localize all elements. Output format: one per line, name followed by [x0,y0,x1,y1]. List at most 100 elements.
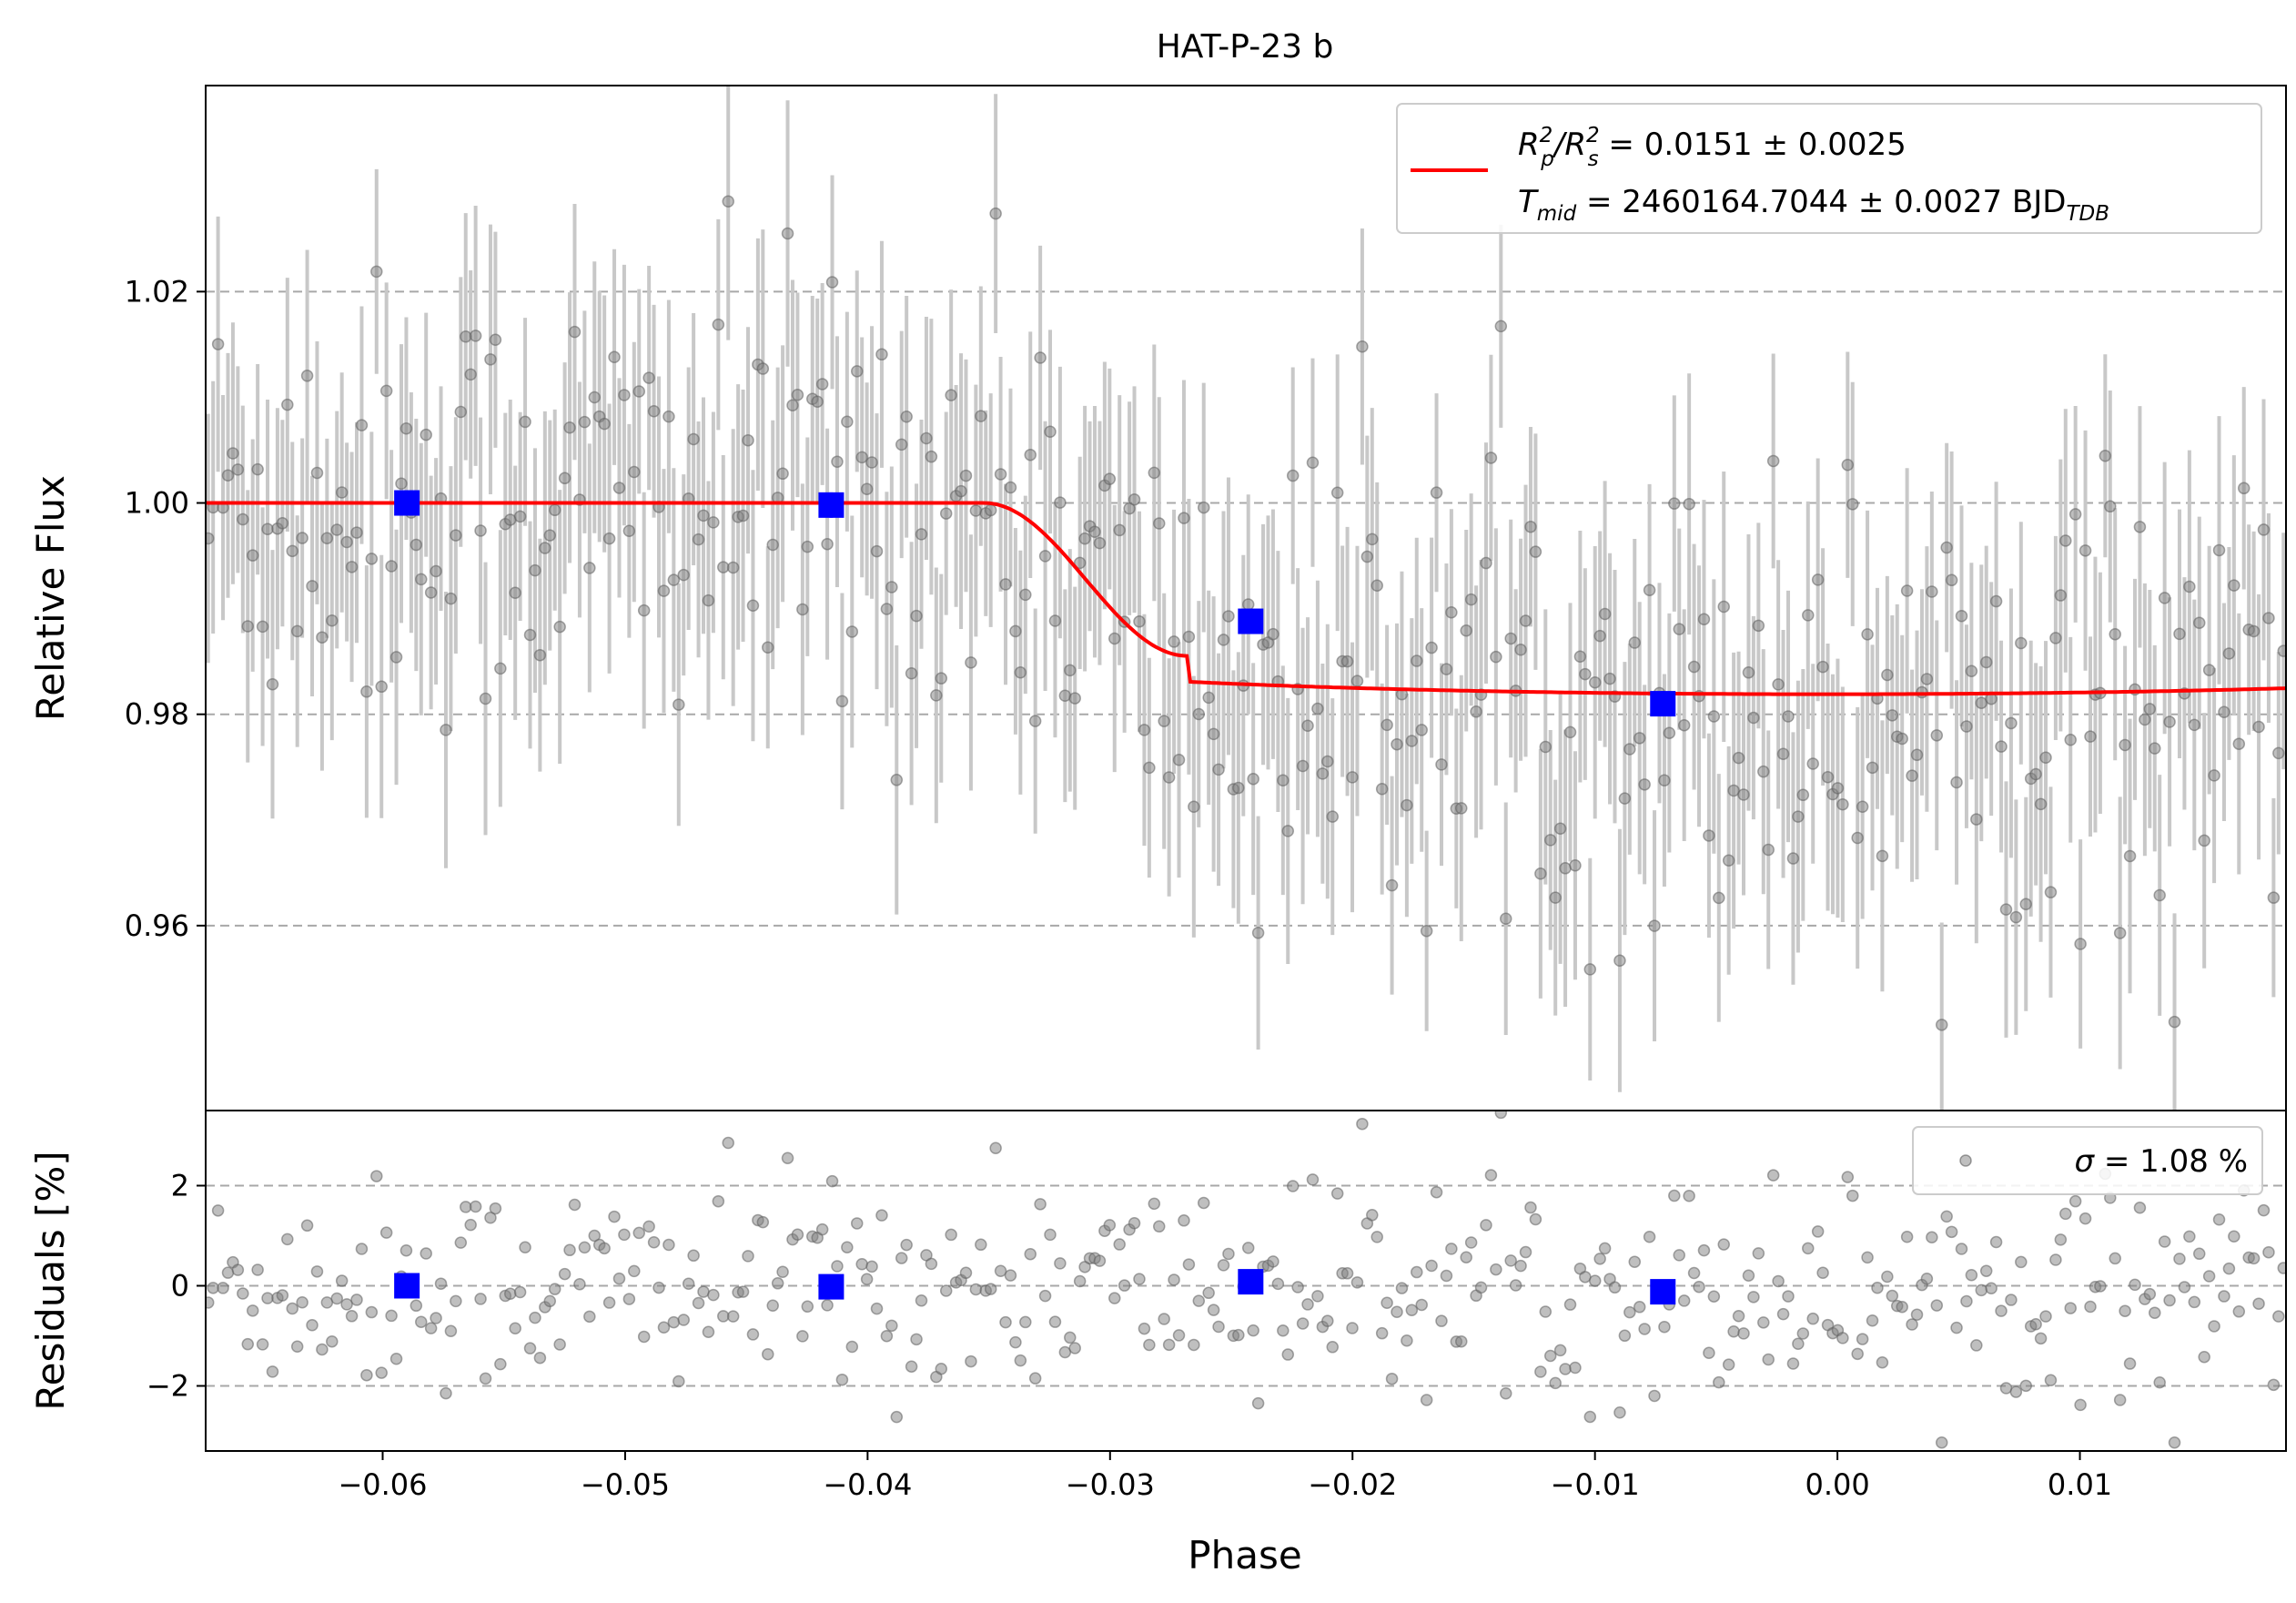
residual-point [860,1273,874,1286]
residual-point [2173,1253,2186,1265]
flux-point [1034,351,1047,364]
residual-point [821,1299,834,1312]
flux-point [415,573,428,586]
residual-point [1113,1238,1126,1251]
residual-point [835,1373,849,1386]
flux-point [608,350,621,364]
residual-point [326,1334,339,1348]
residual-point [310,1265,324,1278]
residual-binned-point [394,1273,420,1299]
flux-point [1153,517,1166,530]
flux-point [1435,758,1448,771]
flux-point [2262,612,2275,624]
residual-point [1286,1180,1300,1192]
residual-point [1722,1358,1735,1371]
residual-point [365,1305,379,1319]
flux-point [1703,829,1715,842]
flux-point [578,415,592,429]
flux-point [2252,720,2265,734]
residual-point [1806,1312,1819,1325]
residual-point [2123,1357,2137,1370]
transit-model-curve [206,501,2287,696]
flux-point [489,333,502,347]
flux-point [850,365,864,378]
residual-point [1326,1341,1339,1354]
residual-point [1425,1259,1438,1273]
flux-point [1722,854,1735,867]
residuals-axes-frame [205,1110,2287,1452]
residual-point [519,1241,531,1254]
flux-point [2212,543,2226,557]
flux-point [1851,831,1864,845]
residual-point [489,1202,502,1215]
residuals-y-tick-label: 0 [171,1269,189,1304]
residual-point [1792,1337,1805,1350]
residual-point [276,1289,289,1302]
residual-point [430,1312,442,1324]
flux-point [1068,692,1081,705]
residual-point [801,1300,814,1314]
residual-point [1762,1353,1775,1366]
residual-point [469,1200,482,1213]
flux-point [494,662,507,675]
flux-point [1286,469,1300,482]
residual-point [1886,1289,1899,1303]
flux-point [350,526,363,539]
residual-point [1138,1322,1151,1335]
residual-point [756,1215,770,1229]
flux-point [1742,666,1755,679]
residual-point [578,1241,592,1254]
flux-point [306,580,319,593]
residual-point [231,1263,245,1276]
residual-point [1910,1308,1924,1321]
residual-point [1697,1243,1711,1257]
residual-point [1395,1282,1409,1294]
flux-point [1782,710,1795,723]
residual-point [742,1250,754,1263]
flux-point [375,680,388,694]
flux-point [379,384,393,398]
residual-point [1717,1238,1730,1251]
flux-point [692,533,705,546]
residual-point [2262,1245,2275,1259]
residual-point [286,1302,298,1315]
flux-point [697,509,710,522]
flux-point [1524,520,1537,533]
residual-point [2064,1302,2077,1314]
flux-point [2183,580,2196,594]
residual-point [1490,1263,1502,1276]
flux-gridlines [206,290,2286,927]
residual-point [2019,1379,2032,1393]
flux-point [1930,729,1944,742]
residual-point [1291,1281,1304,1294]
residual-point [464,1218,477,1232]
flux-point [786,399,799,411]
flux-point [930,689,943,702]
residual-point [1747,1291,1760,1304]
flux-point [2113,927,2127,939]
residual-point [1841,1171,1855,1183]
residual-point [1628,1255,1642,1268]
flux-point [1906,769,1918,782]
flux-point [1553,822,1567,835]
residual-point [1024,1247,1037,1261]
residual-point [667,1315,681,1329]
residual-point [1776,1307,1790,1321]
flux-point [563,421,576,434]
flux-point [1717,600,1730,614]
flux-point [712,318,725,331]
flux-point [1856,800,1869,813]
residual-point [2005,1294,2018,1306]
flux-point [539,542,551,554]
flux-point [801,540,814,553]
flux-point [1658,774,1671,787]
residual-point [2129,1278,2141,1292]
residual-point [1162,1338,1176,1352]
residual-point [1366,1209,1379,1222]
residual-point [1197,1196,1210,1210]
residual-point [1871,1282,1884,1294]
residual-point [831,1260,844,1273]
residuals-data-points [206,1111,2286,1449]
flux-point [1162,771,1176,784]
residual-point [2153,1375,2166,1389]
